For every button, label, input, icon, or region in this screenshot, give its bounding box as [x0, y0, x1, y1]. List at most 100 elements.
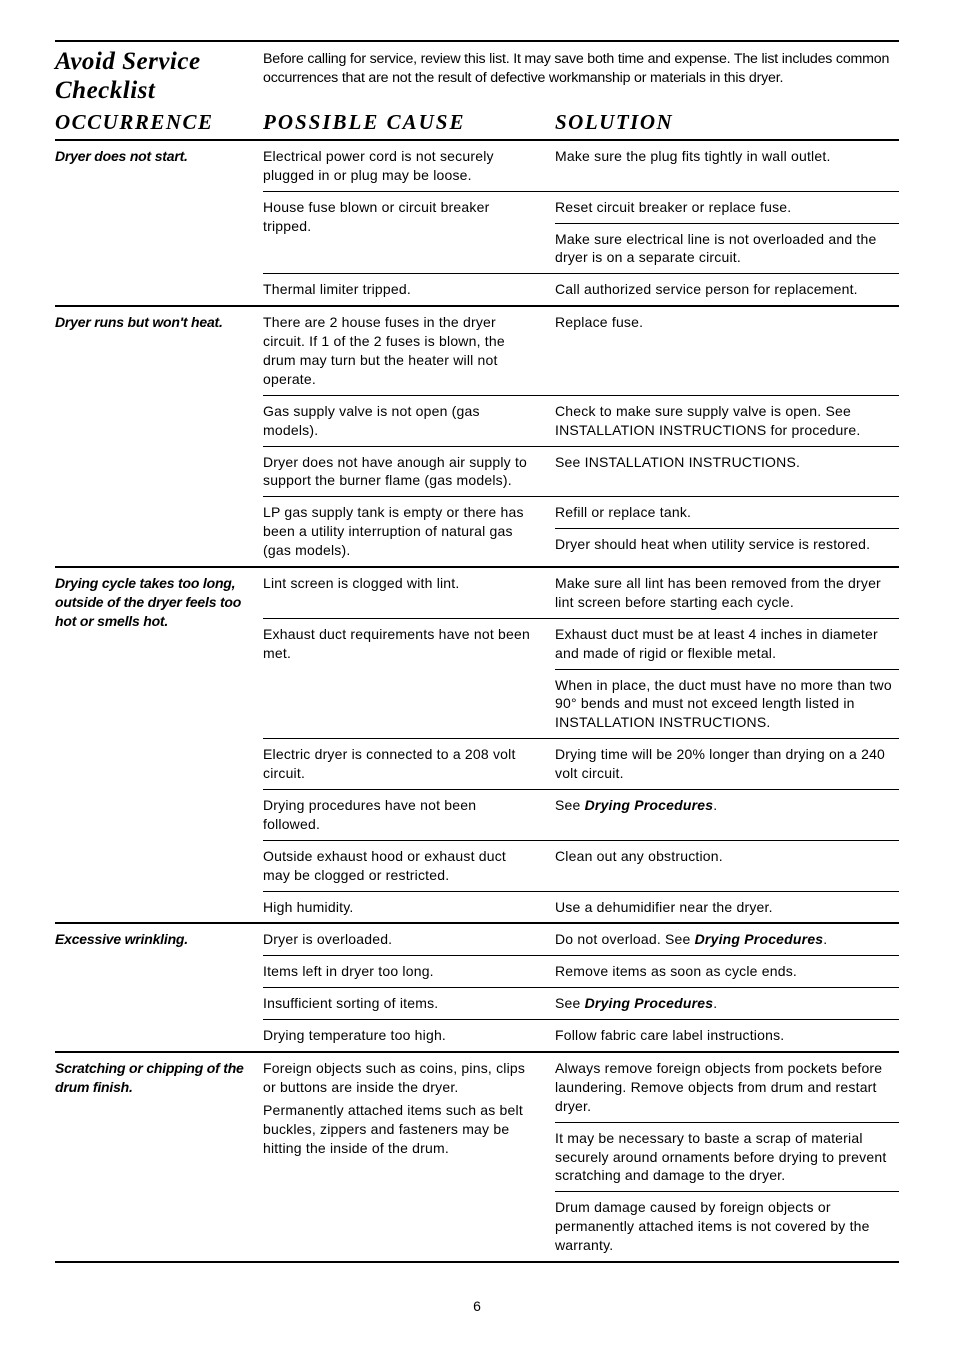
solution: It may be necessary to baste a scrap of …	[555, 1123, 899, 1193]
section: Scratching or chipping of the drum finis…	[55, 1053, 899, 1263]
section-row: Drying cycle takes too long, outside of …	[55, 568, 899, 922]
cause-solution-pair: There are 2 house fuses in the dryer cir…	[263, 307, 899, 396]
solutions: Clean out any obstruction.	[555, 841, 899, 891]
solution: Exhaust duct must be at least 4 inches i…	[555, 619, 899, 670]
cause-solution-pair: Insufficient sorting of items. See Drying…	[263, 988, 899, 1020]
cause-solution-pair: Dryer is overloaded. Do not overload. See…	[263, 924, 899, 956]
possible-cause: Gas supply valve is not open (gas models…	[263, 396, 543, 446]
solutions: Use a dehumidifier near the dryer.	[555, 892, 899, 923]
page-number: 6	[55, 1297, 899, 1316]
section: Dryer runs but won't heat.There are 2 ho…	[55, 307, 899, 568]
drying-procedures-ref: Drying Procedures	[695, 931, 824, 947]
solution: Replace fuse.	[555, 307, 899, 338]
page-title: Avoid Service Checklist	[55, 48, 251, 106]
solution: Do not overload. See Drying Procedures.	[555, 924, 899, 955]
solution: Make sure electrical line is not overloa…	[555, 224, 899, 274]
solutions: Check to make sure supply valve is open.…	[555, 396, 899, 446]
solution: See Drying Procedures.	[555, 790, 899, 821]
cause-solution-pair: Items left in dryer too long. Remove item…	[263, 956, 899, 988]
cause-solution-pair: Foreign objects such as coins, pins, cli…	[263, 1053, 899, 1261]
solution: Make sure all lint has been removed from…	[555, 568, 899, 618]
header-block: Avoid Service Checklist Before calling f…	[55, 48, 899, 106]
occurrence: Dryer runs but won't heat.	[55, 307, 251, 566]
cause-solution-pair: Electric dryer is connected to a 208 vol…	[263, 739, 899, 790]
solutions: Replace fuse.	[555, 307, 899, 395]
cause-solution-pair: Drying temperature too high.Follow fabri…	[263, 1020, 899, 1051]
section-row: Excessive wrinkling.Dryer is overloaded.…	[55, 924, 899, 1051]
solutions: Follow fabric care label instructions.	[555, 1020, 899, 1051]
possible-cause: Outside exhaust hood or exhaust duct may…	[263, 841, 543, 891]
cause-solution-list: Electrical power cord is not securely pl…	[263, 141, 899, 305]
solution: Make sure the plug fits tightly in wall …	[555, 141, 899, 172]
possible-cause: Drying procedures have not been followed…	[263, 790, 543, 840]
solutions: See Drying Procedures.	[555, 790, 899, 840]
possible-cause: House fuse blown or circuit breaker trip…	[263, 192, 543, 274]
cause-solution-pair: Outside exhaust hood or exhaust duct may…	[263, 841, 899, 892]
section-row: Dryer does not start.Electrical power co…	[55, 141, 899, 305]
cause-solution-pair: Thermal limiter tripped. Call authorized …	[263, 274, 899, 305]
solutions: See INSTALLATION INSTRUCTIONS.	[555, 447, 899, 497]
solution: See Drying Procedures.	[555, 988, 899, 1019]
cause-solution-list: Lint screen is clogged with lint.Make su…	[263, 568, 899, 922]
solutions: Always remove foreign objects from pocke…	[555, 1053, 899, 1261]
cause-solution-pair: Exhaust duct requirements have not been …	[263, 619, 899, 739]
section-row: Dryer runs but won't heat.There are 2 ho…	[55, 307, 899, 566]
solution: Call authorized service person for repla…	[555, 274, 899, 305]
possible-cause: High humidity.	[263, 892, 543, 923]
possible-cause: Electric dryer is connected to a 208 vol…	[263, 739, 543, 789]
possible-cause: LP gas supply tank is empty or there has…	[263, 497, 543, 566]
solution: Always remove foreign objects from pocke…	[555, 1053, 899, 1123]
possible-cause: Lint screen is clogged with lint.	[263, 568, 543, 618]
solutions: Exhaust duct must be at least 4 inches i…	[555, 619, 899, 738]
occurrence: Drying cycle takes too long, outside of …	[55, 568, 251, 922]
solutions: See Drying Procedures.	[555, 988, 899, 1019]
header-solution: SOLUTION	[555, 108, 899, 136]
cause-solution-pair: Electrical power cord is not securely pl…	[263, 141, 899, 192]
page-top-rule	[55, 40, 899, 42]
possible-cause: Exhaust duct requirements have not been …	[263, 619, 543, 738]
solutions: Remove items as soon as cycle ends.	[555, 956, 899, 987]
cause-solution-pair: High humidity. Use a dehumidifier near th…	[263, 892, 899, 923]
possible-cause: Foreign objects such as coins, pins, cli…	[263, 1053, 543, 1261]
possible-cause: Dryer is overloaded.	[263, 924, 543, 955]
solution: Check to make sure supply valve is open.…	[555, 396, 899, 446]
cause-solution-list: There are 2 house fuses in the dryer cir…	[263, 307, 899, 566]
section-row: Scratching or chipping of the drum finis…	[55, 1053, 899, 1261]
solution: When in place, the duct must have no mor…	[555, 670, 899, 739]
cause-solution-pair: Dryer does not have anough air supply to…	[263, 447, 899, 498]
cause-solution-pair: Lint screen is clogged with lint.Make su…	[263, 568, 899, 619]
occurrence: Scratching or chipping of the drum finis…	[55, 1053, 251, 1261]
cause-solution-list: Dryer is overloaded. Do not overload. See…	[263, 924, 899, 1051]
section: Excessive wrinkling.Dryer is overloaded.…	[55, 924, 899, 1053]
intro-text: Before calling for service, review this …	[263, 48, 899, 106]
checklist-body: Dryer does not start.Electrical power co…	[55, 141, 899, 1263]
occurrence: Dryer does not start.	[55, 141, 251, 305]
solutions: Refill or replace tank.Dryer should heat…	[555, 497, 899, 566]
header-cause: POSSIBLE CAUSE	[263, 108, 543, 136]
cause-solution-pair: LP gas supply tank is empty or there has…	[263, 497, 899, 566]
solution: Dryer should heat when utility service i…	[555, 529, 899, 560]
section: Drying cycle takes too long, outside of …	[55, 568, 899, 924]
cause-solution-list: Foreign objects such as coins, pins, cli…	[263, 1053, 899, 1261]
solution: Drying time will be 20% longer than dryi…	[555, 739, 899, 789]
header-occurrence: OCCURRENCE	[55, 108, 251, 136]
cause-solution-pair: Gas supply valve is not open (gas models…	[263, 396, 899, 447]
solution: See INSTALLATION INSTRUCTIONS.	[555, 447, 899, 478]
solution: Drum damage caused by foreign objects or…	[555, 1192, 899, 1261]
solutions: Make sure all lint has been removed from…	[555, 568, 899, 618]
drying-procedures-ref: Drying Procedures	[585, 797, 714, 813]
solutions: Reset circuit breaker or replace fuse.Ma…	[555, 192, 899, 274]
possible-cause: Items left in dryer too long.	[263, 956, 543, 987]
solutions: Do not overload. See Drying Procedures.	[555, 924, 899, 955]
possible-cause: Electrical power cord is not securely pl…	[263, 141, 543, 191]
solution: Reset circuit breaker or replace fuse.	[555, 192, 899, 224]
possible-cause: Insufficient sorting of items.	[263, 988, 543, 1019]
possible-cause: Thermal limiter tripped.	[263, 274, 543, 305]
solution: Remove items as soon as cycle ends.	[555, 956, 899, 987]
solutions: Make sure the plug fits tightly in wall …	[555, 141, 899, 191]
solutions: Drying time will be 20% longer than dryi…	[555, 739, 899, 789]
section: Dryer does not start.Electrical power co…	[55, 141, 899, 307]
solutions: Call authorized service person for repla…	[555, 274, 899, 305]
possible-cause: There are 2 house fuses in the dryer cir…	[263, 307, 543, 395]
possible-cause: Dryer does not have anough air supply to…	[263, 447, 543, 497]
